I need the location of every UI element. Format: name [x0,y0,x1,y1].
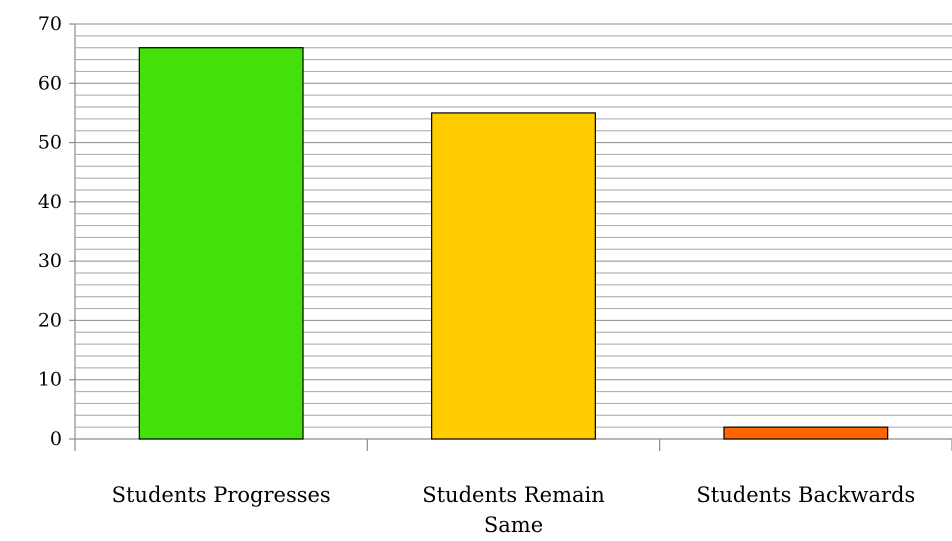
x-category-label: Same [484,513,543,537]
y-tick-label: 20 [38,309,62,331]
y-tick-label: 50 [38,132,62,154]
y-tick-label: 0 [50,428,62,450]
bar-3 [723,426,889,440]
y-tick-label: 70 [38,13,62,35]
x-category-label: Students Remain [422,483,605,507]
bar-2 [431,112,596,440]
y-tick-label: 30 [38,250,62,272]
x-category-label: Students Backwards [696,483,915,507]
y-tick-label: 10 [38,369,62,391]
y-tick-label: 40 [38,191,62,213]
bars [138,47,889,440]
x-category-label: Students Progresses [112,483,331,507]
bar-1 [138,47,304,440]
y-tick-label: 60 [38,72,62,94]
labels: 0 10 20 30 40 50 60 70 Students Progresses Studen… [38,13,915,537]
